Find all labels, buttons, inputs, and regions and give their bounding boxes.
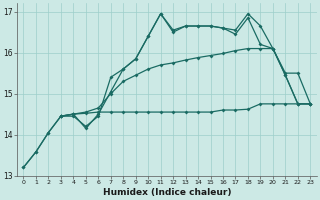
X-axis label: Humidex (Indice chaleur): Humidex (Indice chaleur) (103, 188, 231, 197)
